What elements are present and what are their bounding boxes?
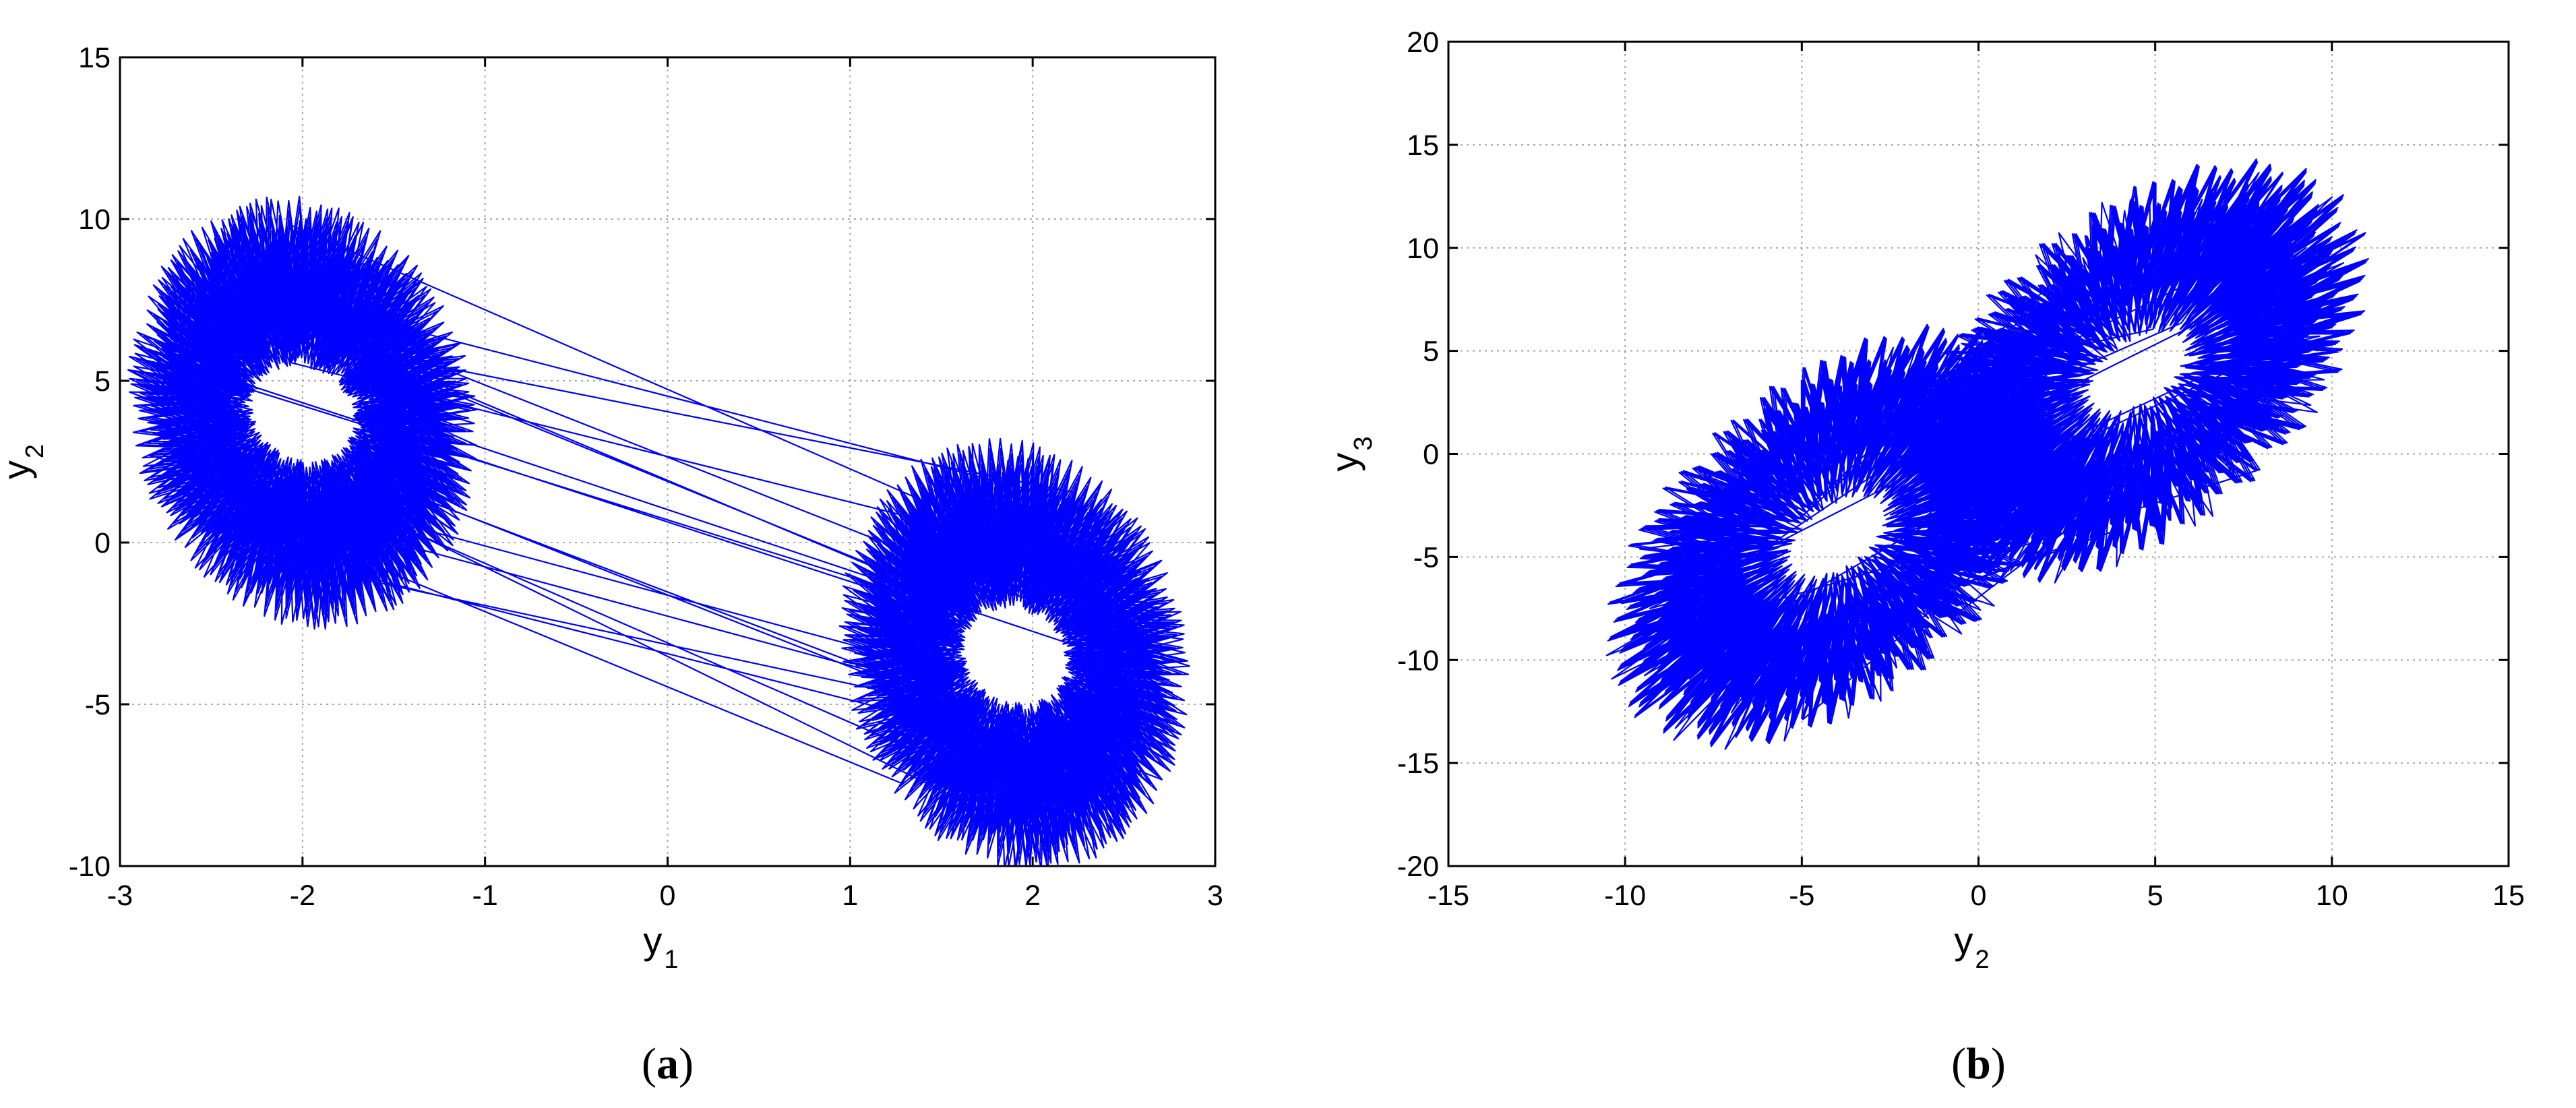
panel-a-x-tick-label: -2 bbox=[290, 880, 315, 912]
panel-a-y-tick-label: -10 bbox=[69, 851, 111, 883]
panel-b-x-tick-label: 15 bbox=[2492, 880, 2525, 912]
panel-b-y-tick-label: -5 bbox=[1413, 541, 1439, 574]
panel-b-y-tick-label: -20 bbox=[1397, 851, 1439, 883]
panel-b-y-tick-label: 10 bbox=[1407, 233, 1439, 265]
panel-a-caption: (a) bbox=[642, 1039, 694, 1088]
panel-a-y-tick-label: 15 bbox=[78, 42, 111, 74]
panel-a-y-tick-label: -5 bbox=[85, 689, 111, 721]
panel-a-x-tick-label: 3 bbox=[1207, 880, 1223, 912]
panel-a-x-tick-label: -1 bbox=[472, 880, 498, 912]
panel-a-y-axis-label: y2 bbox=[0, 444, 49, 479]
panel-b-trajectory-line bbox=[1605, 158, 2369, 750]
panel-b-y-tick-label: 5 bbox=[1423, 336, 1439, 368]
panel-b-x-tick-label: 5 bbox=[2147, 880, 2164, 912]
panel-b-y-tick-label: -10 bbox=[1397, 644, 1439, 677]
panel-b-x-tick-label: -15 bbox=[1428, 880, 1469, 912]
panel-a-x-tick-label: 0 bbox=[660, 880, 676, 912]
panel-b-grid bbox=[1448, 42, 2509, 866]
panel-a-x-tick-label: 1 bbox=[842, 880, 858, 912]
panel-a-y-tick-label: 10 bbox=[78, 204, 111, 236]
panel-a-y-tick-label: 0 bbox=[94, 527, 111, 559]
panel-b-x-tick-label: -5 bbox=[1789, 880, 1814, 912]
panel-a-x-tick-label: 2 bbox=[1024, 880, 1041, 912]
panel-b-y-tick-label: 20 bbox=[1407, 26, 1439, 59]
panel-b-y-tick-label: -15 bbox=[1397, 747, 1439, 780]
panel-b-x-tick-label: -10 bbox=[1604, 880, 1646, 912]
panel-a-trajectory-line bbox=[127, 195, 1191, 866]
panel-b-y-tick-label: 15 bbox=[1407, 129, 1439, 162]
panel-a-y-tick-label: 5 bbox=[94, 365, 111, 398]
panel-b-y-tick-label: 0 bbox=[1423, 439, 1439, 471]
panel-b-caption: (b) bbox=[1951, 1039, 2006, 1088]
panel-a-x-tick-label: -3 bbox=[107, 880, 133, 912]
panel-b-x-axis-label: y2 bbox=[1954, 919, 1989, 974]
panel-b-attractor-trajectory bbox=[1605, 158, 2369, 750]
panel-b-x-tick-label: 10 bbox=[2316, 880, 2348, 912]
panel-b-y-axis-label: y3 bbox=[1323, 436, 1378, 471]
panel-a-x-axis-label: y1 bbox=[643, 919, 678, 974]
panel-a-attractor-trajectory bbox=[127, 195, 1191, 866]
panel-b-x-tick-label: 0 bbox=[1971, 880, 1987, 912]
